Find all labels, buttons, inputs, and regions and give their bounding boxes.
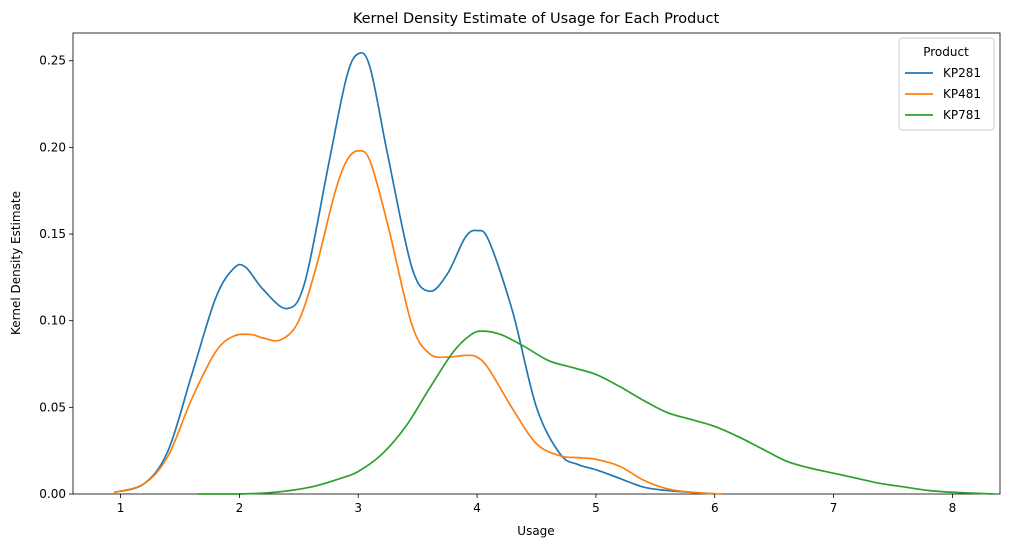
legend-label: KP281 — [943, 66, 981, 80]
y-axis-title: Kernel Density Estimate — [9, 191, 23, 335]
x-tick-label: 2 — [236, 501, 244, 515]
x-axis: 1 2 3 4 5 6 7 8 — [117, 494, 957, 515]
chart-title: Kernel Density Estimate of Usage for Eac… — [353, 11, 720, 27]
y-axis: 0.00 0.05 0.10 0.15 0.20 0.25 — [39, 54, 73, 501]
x-tick-label: 3 — [354, 501, 362, 515]
y-tick-label: 0.00 — [39, 487, 66, 501]
x-axis-title: Usage — [517, 524, 554, 538]
x-tick-label: 6 — [711, 501, 719, 515]
y-tick-label: 0.20 — [39, 140, 66, 154]
series-line-kp281 — [113, 51, 716, 495]
legend-items: KP281 KP481 KP781 — [905, 66, 981, 122]
x-tick-label: 7 — [830, 501, 838, 515]
series-line-kp481 — [113, 149, 722, 495]
legend-label: KP781 — [943, 108, 981, 122]
y-tick-label: 0.15 — [39, 227, 66, 241]
plot-area — [72, 32, 1001, 495]
x-tick-label: 8 — [949, 501, 957, 515]
y-tick-label: 0.25 — [39, 54, 66, 68]
legend-label: KP481 — [943, 87, 981, 101]
x-tick-label: 5 — [592, 501, 600, 515]
legend: Product KP281 KP481 KP781 — [898, 37, 995, 131]
series-line-kp781 — [196, 330, 995, 495]
x-tick-label: 1 — [117, 501, 125, 515]
legend-title: Product — [923, 45, 969, 59]
x-tick-label: 4 — [473, 501, 481, 515]
y-tick-label: 0.10 — [39, 314, 66, 328]
legend-box — [898, 37, 995, 131]
y-tick-label: 0.05 — [39, 400, 66, 414]
series-layer — [113, 51, 995, 495]
plot-frame — [72, 32, 1001, 495]
